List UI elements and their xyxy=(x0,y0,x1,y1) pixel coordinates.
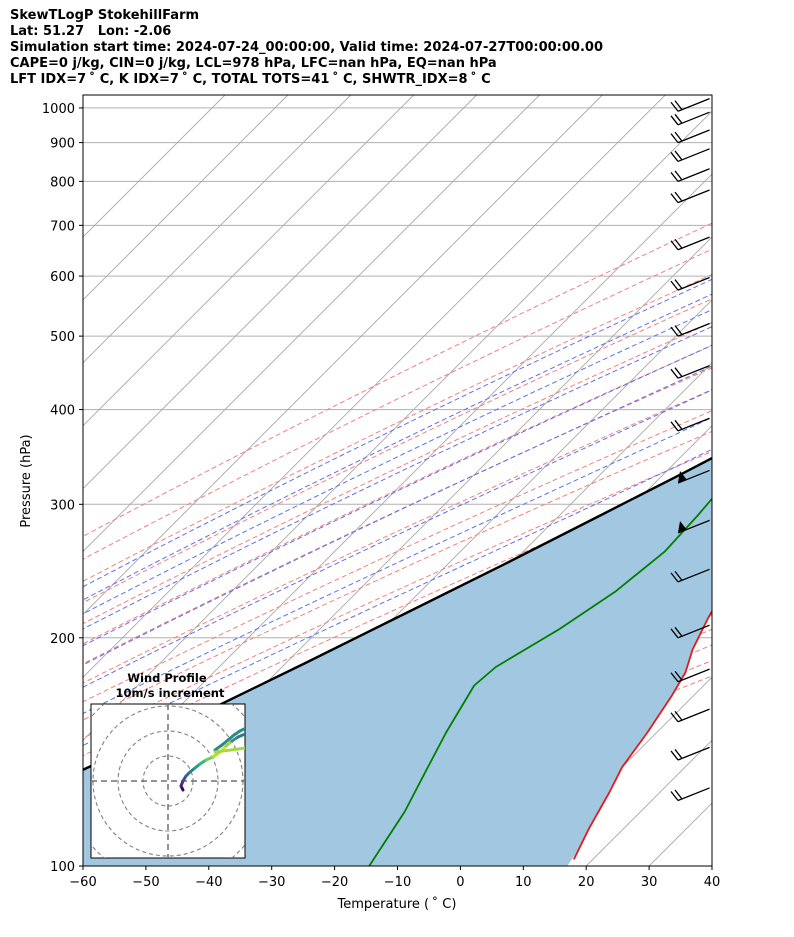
x-tick-label: −60 xyxy=(69,875,96,890)
isotherm-line xyxy=(522,676,712,866)
y-tick-label: 800 xyxy=(50,175,75,190)
x-tick-label: −20 xyxy=(321,875,348,890)
isotherm-line xyxy=(83,110,712,741)
moist-adiabat xyxy=(83,389,712,688)
header-cape: CAPE=0 j/kg, CIN=0 j/kg, LCL=978 hPa, LF… xyxy=(10,56,497,71)
moist-adiabat xyxy=(83,326,712,630)
isotherm-line xyxy=(83,95,289,301)
chart-header: SkewTLogP StokehillFarm Lat: 51.27 Lon: … xyxy=(10,8,603,88)
y-tick-label: 300 xyxy=(50,498,75,513)
x-tick-label: 10 xyxy=(515,875,532,890)
header-title: SkewTLogP StokehillFarm xyxy=(10,8,200,23)
wind-barb xyxy=(670,746,710,761)
y-tick-label: 100 xyxy=(50,860,75,875)
isotherm-line xyxy=(83,95,477,490)
wind-barb xyxy=(677,469,710,484)
moist-adiabat xyxy=(83,278,712,588)
dry-adiabat xyxy=(83,450,712,739)
x-tick-label: −40 xyxy=(195,875,222,890)
x-axis-label: Temperature ( ˚ C) xyxy=(337,896,457,912)
wind-barb xyxy=(670,322,710,337)
moist-adiabat xyxy=(83,309,712,615)
isotherm-line xyxy=(83,95,226,238)
hodograph-segment xyxy=(238,726,245,733)
hodograph-ring xyxy=(117,730,219,832)
x-tick-label: −30 xyxy=(258,875,285,890)
moist-adiabat xyxy=(83,293,712,601)
x-tick-label: −50 xyxy=(132,875,159,890)
wind-barbs xyxy=(670,98,710,802)
hodograph-segment xyxy=(213,746,245,754)
wind-barb xyxy=(670,236,710,251)
isotherm-line xyxy=(83,95,603,616)
wind-barb xyxy=(670,111,710,126)
y-tick-label: 1000 xyxy=(42,102,75,117)
wind-barb xyxy=(670,168,710,182)
dry-adiabat xyxy=(83,470,712,757)
y-tick-label: 900 xyxy=(50,137,75,152)
series-temperature-line xyxy=(572,609,712,860)
y-tick-label: 600 xyxy=(50,270,75,285)
wind-profile-inset: Wind Profile 10m/s increment xyxy=(90,671,246,859)
hodograph-segment xyxy=(236,732,245,739)
dry-adiabat xyxy=(83,248,712,560)
x-tick-label: 30 xyxy=(641,875,658,890)
x-tick-label: −10 xyxy=(384,875,411,890)
y-tick-label: 500 xyxy=(50,330,75,345)
wind-barb xyxy=(670,417,710,432)
moist-adiabat xyxy=(83,365,712,666)
wind-barb xyxy=(670,668,710,683)
isotherm-line xyxy=(711,865,712,866)
wind-barb xyxy=(670,568,710,583)
isotherm-line xyxy=(83,95,540,553)
wind-barb xyxy=(670,98,710,112)
dry-adiabat xyxy=(83,367,712,665)
inset-subtitle: 10m/s increment xyxy=(116,686,225,700)
isotherm-line xyxy=(83,95,415,427)
wind-barb xyxy=(670,708,710,723)
y-tick-label: 700 xyxy=(50,219,75,234)
series-dewpoint-line xyxy=(368,497,712,866)
isotherm-line xyxy=(775,95,794,866)
wind-barb xyxy=(677,519,710,534)
y-tick-label: 200 xyxy=(50,632,75,647)
header-times: Simulation start time: 2024-07-24_00:00:… xyxy=(10,40,603,55)
y-tick-label: 400 xyxy=(50,404,75,419)
moist-adiabat xyxy=(83,416,712,715)
hodograph xyxy=(91,704,245,858)
wind-barb xyxy=(670,364,710,379)
dry-adiabat xyxy=(83,410,712,703)
wind-barb xyxy=(670,148,710,163)
x-tick-label: 0 xyxy=(456,875,464,890)
wind-barb xyxy=(670,276,710,291)
isotherm-line xyxy=(83,95,352,364)
header-indices: LFT IDX=7 ˚ C, K IDX=7 ˚ C, TOTAL TOTS=4… xyxy=(10,72,491,87)
wind-barb xyxy=(670,787,710,802)
dry-adiabat xyxy=(83,321,712,625)
dry-adiabat xyxy=(83,273,712,582)
y-axis-label: Pressure (hPa) xyxy=(19,434,34,527)
wind-barb xyxy=(670,129,710,144)
header-location: Lat: 51.27 Lon: -2.06 xyxy=(10,24,172,39)
x-tick-label: 40 xyxy=(704,875,721,890)
x-tick-label: 20 xyxy=(578,875,595,890)
moist-adiabat xyxy=(83,448,712,747)
inset-title: Wind Profile xyxy=(127,671,207,685)
wind-barb xyxy=(670,624,710,639)
axes: −60 −50 −40 −30 −20 −10 0 10 20 30 40 1000 900 800 700… xyxy=(42,102,720,890)
wind-barb xyxy=(670,189,710,204)
